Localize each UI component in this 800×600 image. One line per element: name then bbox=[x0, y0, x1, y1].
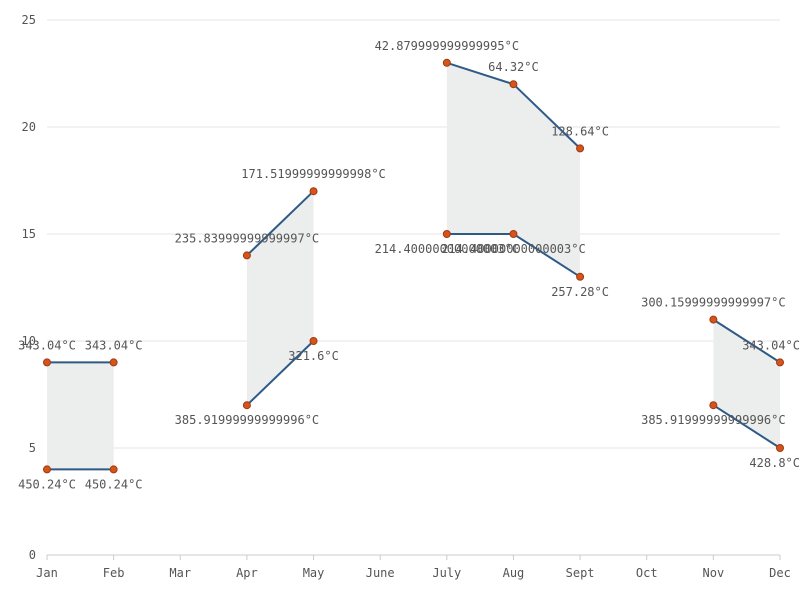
upper-data-point bbox=[242, 251, 251, 260]
axis-layer: 0 5 10 15 20 25 Jan Feb Mar Apr May June July Aug Sept… bbox=[22, 13, 791, 580]
data-label-layer: 343.04°C 450.24°C 343.04°C 450.24°C 235.8399… bbox=[18, 39, 800, 492]
y-tick-label: 5 bbox=[29, 441, 36, 455]
range-band bbox=[713, 319, 780, 448]
lower-data-point bbox=[109, 465, 118, 474]
upper-data-label: 64.32°C bbox=[488, 60, 539, 74]
lower-data-point bbox=[309, 337, 318, 345]
upper-data-label: 128.64°C bbox=[551, 124, 609, 138]
lower-data-label: 450.24°C bbox=[85, 477, 143, 491]
x-tick-label: Dec bbox=[769, 566, 791, 580]
x-tick-label: Jan bbox=[36, 566, 58, 580]
grid-layer bbox=[47, 19, 780, 449]
upper-data-label: 300.15999999999997°C bbox=[641, 296, 786, 310]
y-tick-label: 25 bbox=[22, 13, 36, 27]
lower-data-point bbox=[442, 230, 451, 238]
x-tick-label: Aug bbox=[503, 566, 525, 580]
lower-data-label: 428.8°C bbox=[749, 456, 800, 470]
y-tick-label: 20 bbox=[22, 120, 36, 134]
y-tick-label: 15 bbox=[22, 227, 36, 241]
data-point-layer bbox=[43, 58, 784, 474]
x-tick-label: Oct bbox=[636, 566, 658, 580]
x-tick-label: Apr bbox=[236, 566, 258, 580]
range-band bbox=[47, 362, 114, 470]
lower-data-point bbox=[509, 230, 518, 238]
y-tick-label: 10 bbox=[22, 334, 36, 348]
upper-data-point bbox=[309, 187, 318, 196]
upper-data-point bbox=[776, 358, 784, 367]
range-fill-layer bbox=[47, 62, 780, 470]
upper-data-point bbox=[442, 58, 451, 67]
lower-data-point bbox=[776, 444, 784, 452]
lower-data-label: 385.91999999999996°C bbox=[641, 413, 786, 427]
lower-data-point bbox=[43, 465, 51, 474]
y-tick-label: 0 bbox=[29, 548, 36, 562]
upper-data-label: 235.83999999999997°C bbox=[175, 231, 320, 245]
upper-data-label: 343.04°C bbox=[85, 338, 143, 352]
lower-data-point bbox=[242, 401, 251, 410]
upper-data-point bbox=[43, 358, 51, 367]
range-band bbox=[246, 191, 314, 406]
upper-data-point bbox=[109, 358, 118, 367]
upper-data-point bbox=[576, 144, 585, 153]
x-tick-label: Sept bbox=[566, 566, 595, 580]
lower-data-point bbox=[709, 401, 718, 410]
lower-data-label: 214.40000000000003°C bbox=[441, 242, 586, 256]
lower-data-label: 450.24°C bbox=[18, 477, 76, 491]
upper-data-label: 343.04°C bbox=[18, 338, 76, 352]
series-line-layer bbox=[47, 61, 781, 471]
x-tick-label: July bbox=[432, 566, 461, 580]
upper-data-label: 42.879999999999995°C bbox=[375, 39, 520, 53]
x-tick-label: June bbox=[366, 566, 395, 580]
upper-data-point bbox=[509, 80, 518, 89]
lower-data-label: 321.6°C bbox=[288, 349, 339, 363]
upper-data-label: 171.51999999999998°C bbox=[241, 167, 386, 181]
upper-series-line bbox=[246, 190, 315, 257]
lower-series-line bbox=[246, 340, 315, 406]
x-tick-label: May bbox=[303, 566, 325, 580]
lower-data-point bbox=[576, 272, 585, 281]
lower-data-label: 257.28°C bbox=[551, 285, 609, 299]
upper-data-label: 343.04°C bbox=[742, 338, 800, 352]
x-tick-label: Nov bbox=[703, 566, 725, 580]
upper-series-line bbox=[712, 318, 781, 364]
upper-data-point bbox=[709, 315, 718, 324]
lower-data-label: 214.40000000000003°C bbox=[375, 242, 520, 256]
lower-data-label: 385.91999999999996°C bbox=[175, 413, 320, 427]
x-tick-label: Mar bbox=[169, 566, 191, 580]
lower-series-line bbox=[712, 404, 781, 449]
x-tick-label: Feb bbox=[103, 566, 125, 580]
